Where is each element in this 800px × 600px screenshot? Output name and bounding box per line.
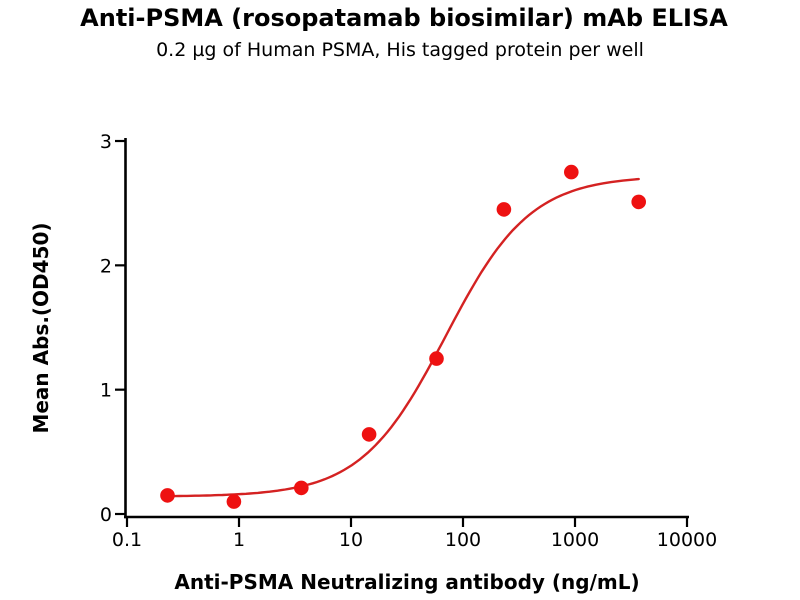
fit-curve [166, 177, 640, 498]
data-point [631, 194, 646, 210]
plot-area: 0.1 1 10 100 1000 10000 0 1 2 3 [100, 131, 717, 551]
x-tick-label: 10000 [657, 529, 717, 551]
y-tick-label: 0 [100, 504, 112, 526]
data-point [564, 164, 579, 180]
x-axis-title: Anti-PSMA Neutralizing antibody (ng/mL) [174, 570, 639, 594]
data-point [429, 351, 444, 366]
data-point [361, 427, 377, 442]
data-point [226, 494, 242, 509]
y-tick-label: 1 [100, 380, 112, 402]
chart-title: Anti-PSMA (rosopatamab biosimilar) mAb E… [80, 4, 728, 32]
x-tick-label: 1000 [551, 529, 599, 551]
x-tick-label: 1 [233, 529, 245, 551]
data-point [160, 488, 175, 503]
x-tick-label: 10 [339, 529, 363, 551]
chart-subtitle: 0.2 µg of Human PSMA, His tagged protein… [156, 39, 644, 61]
y-axis-title: Mean Abs.(OD450) [29, 222, 53, 433]
y-tick-label: 2 [100, 255, 112, 277]
x-tick-label: 100 [445, 529, 481, 551]
x-tick-label: 0.1 [112, 529, 142, 551]
data-point [294, 480, 309, 496]
data-point [496, 202, 512, 217]
y-tick-label: 3 [100, 131, 112, 153]
